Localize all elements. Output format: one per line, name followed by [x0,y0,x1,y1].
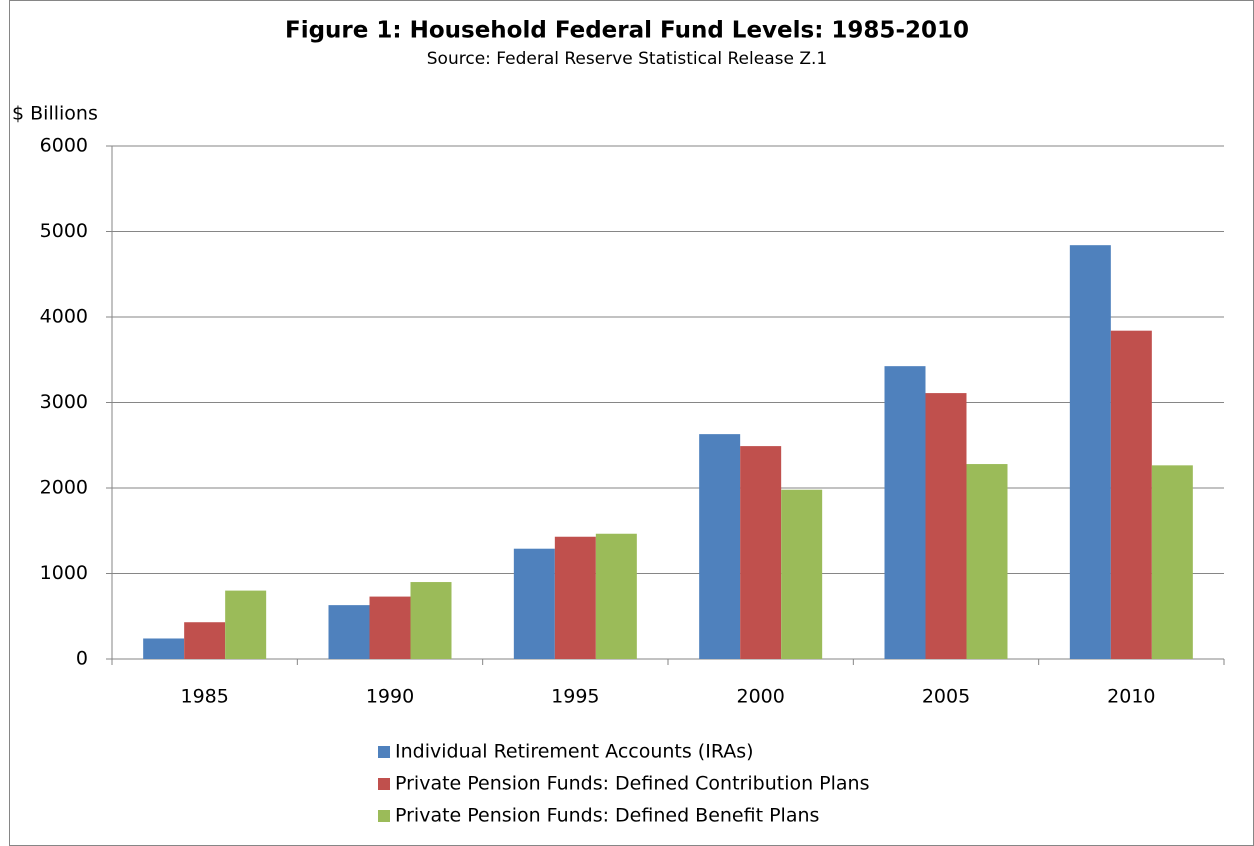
legend-label: Private Pension Funds: Defined Benefit P… [395,805,819,827]
x-tick-label: 1995 [551,686,599,708]
x-tick-label: 1985 [180,686,228,708]
x-tick-label: 2000 [736,686,784,708]
chart-subtitle: Source: Federal Reserve Statistical Rele… [427,49,827,69]
bar [925,393,967,659]
legend-swatch [378,778,390,790]
bar [554,536,596,659]
y-tick-label: 3000 [40,391,88,413]
x-tick-label: 2010 [1107,686,1155,708]
chart-title: Figure 1: Household Federal Fund Levels:… [285,18,969,44]
bar [740,446,782,659]
bar [410,582,452,659]
bar [884,366,926,659]
y-tick-label: 1000 [40,562,88,584]
bar [184,622,226,659]
bar [595,533,637,659]
legend-swatch [378,746,390,758]
chart-border [9,0,1254,846]
bar [328,605,370,659]
bar [1151,465,1193,659]
legend-swatch [378,810,390,822]
bar [369,596,411,659]
bar [1069,245,1111,659]
bar [781,489,823,659]
legend-label: Private Pension Funds: Defined Contribut… [395,773,870,795]
y-axis-label: $ Billions [12,103,98,125]
bar [225,590,267,659]
y-tick-label: 0 [76,648,88,670]
bar [1110,330,1152,659]
bar [699,434,741,659]
y-tick-label: 2000 [40,477,88,499]
y-tick-label: 4000 [40,306,88,328]
bar [513,548,555,659]
x-tick-label: 2005 [922,686,970,708]
legend-label: Individual Retirement Accounts (IRAs) [395,741,754,763]
y-tick-label: 6000 [40,135,88,157]
bar [143,638,185,659]
bar [966,464,1008,659]
y-tick-label: 5000 [40,220,88,242]
x-tick-label: 1990 [366,686,414,708]
